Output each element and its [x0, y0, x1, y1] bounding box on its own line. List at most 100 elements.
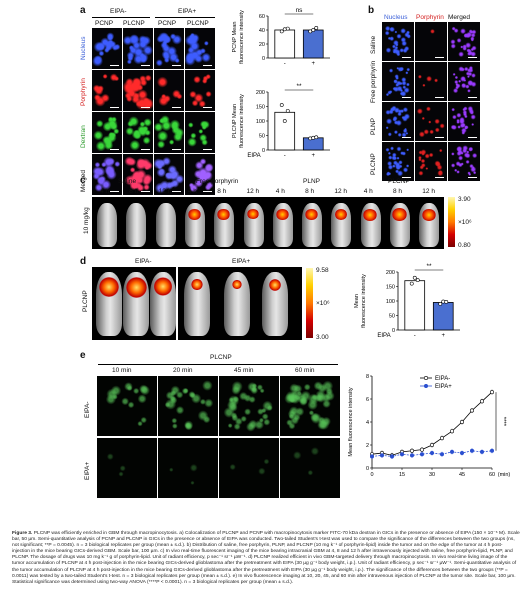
data-point: [441, 299, 446, 304]
bar: [274, 29, 296, 59]
tumor-signal: [232, 279, 242, 290]
data-point: [438, 302, 443, 306]
scale-bar: [468, 97, 477, 98]
panel-e-title: PLCNP: [210, 354, 232, 361]
y-tick-label: 200: [386, 270, 395, 276]
micrograph-cell: [92, 28, 122, 69]
micrograph-cell: [185, 112, 215, 153]
data-point: [311, 135, 316, 140]
panel-c-colorbar-unit: ×10⁶: [458, 219, 472, 226]
scale-bar: [435, 57, 444, 58]
x-tick-label: 45: [459, 472, 465, 478]
data-point: [282, 119, 287, 123]
panel-c-letter: c: [80, 175, 86, 186]
data-point: [430, 443, 435, 448]
micrograph-cell: [448, 142, 480, 181]
panel-e-time-label: 10 min: [112, 367, 132, 374]
y-tick-label: 60: [259, 14, 265, 20]
micrograph-cell: [123, 28, 153, 69]
panel-e-time-label: 45 min: [234, 367, 254, 374]
data-point: [285, 26, 290, 31]
tumor-signal: [363, 208, 378, 221]
micrograph-cell: [415, 102, 447, 141]
data-point: [420, 447, 425, 452]
scale-bar: [435, 177, 444, 178]
micrograph-cell: [97, 376, 157, 436]
data-point: [470, 408, 475, 413]
data-point: [440, 452, 445, 457]
micrograph-cell: [92, 112, 122, 153]
bar: [302, 29, 324, 59]
scale-bar: [402, 177, 411, 178]
scale-bar: [402, 97, 411, 98]
micrograph-cell: [185, 28, 215, 69]
micrograph-cell: [158, 438, 218, 498]
panel-c-colorbar-max: 3.90: [458, 196, 471, 203]
y-axis-label: fluorescence intensity: [239, 94, 245, 148]
data-point: [415, 278, 420, 283]
scale-bar: [110, 149, 119, 150]
panel-c-time-label: 4 h: [363, 188, 373, 195]
y-tick-label: 40: [259, 28, 265, 34]
tumor-signal: [217, 209, 230, 220]
data-point: [279, 29, 284, 34]
y-tick-label: 0: [366, 466, 369, 472]
data-point: [389, 454, 394, 459]
legend-marker: [424, 376, 429, 381]
data-point: [369, 454, 374, 459]
data-point: [430, 451, 435, 456]
y-tick-label: 0: [262, 56, 265, 62]
panel-a-col-label: PCNP: [158, 20, 177, 27]
y-axis-label: Mean: [354, 294, 360, 308]
micrograph-cell: [448, 62, 480, 101]
bar: [432, 302, 454, 331]
scale-bar: [435, 137, 444, 138]
micrograph-cell: [415, 62, 447, 101]
data-point: [440, 436, 445, 441]
micrograph-cell: [219, 376, 279, 436]
panel-d-group-minus: EIPA-: [135, 258, 152, 265]
panel-a-row-label: Porphyrin: [80, 78, 87, 106]
micrograph-cell: [123, 70, 153, 111]
y-tick-label: 4: [366, 420, 369, 426]
significance-label: ns: [296, 7, 304, 14]
panel-a-col-label: PLCNP: [123, 20, 145, 27]
scale-bar: [203, 191, 212, 192]
scale-bar: [172, 65, 181, 66]
panel-a-col-label: PLCNP: [187, 20, 209, 27]
data-point: [490, 448, 495, 453]
data-point: [314, 135, 319, 140]
panel-a-group-eipa-minus: EIPA-: [110, 8, 127, 15]
y-tick-label: 50: [259, 134, 265, 140]
data-point: [480, 449, 485, 454]
y-tick-label: 100: [386, 299, 395, 305]
y-tick-label: 0: [392, 328, 395, 334]
scale-bar: [435, 97, 444, 98]
x-tick-label: -: [414, 333, 416, 339]
x-axis-label: EIPA: [377, 333, 390, 339]
panel-c-group: Saline: [118, 178, 137, 185]
data-point: [308, 29, 313, 34]
scale-bar: [468, 177, 477, 178]
y-axis-label: Mean fluorescence intensity: [348, 387, 354, 457]
data-point: [410, 453, 415, 458]
tumor-signal: [275, 208, 289, 221]
data-point: [460, 419, 465, 424]
panel-c-group: PLCNP: [388, 178, 410, 185]
data-point: [450, 429, 455, 434]
scale-bar: [172, 191, 181, 192]
data-point: [480, 399, 485, 404]
scale-bar: [172, 149, 181, 150]
tumor-signal: [153, 277, 173, 296]
significance-label: ****: [500, 417, 506, 427]
scale-bar: [172, 107, 181, 108]
data-point: [399, 452, 404, 457]
scale-bar: [468, 137, 477, 138]
panel-e-time-label: 60 min: [295, 367, 315, 374]
panel-d-chart: 0 50 100 150 200 - + ** Mean fluorescence intensi…: [354, 263, 460, 339]
micrograph-cell: [185, 154, 215, 195]
panel-e-row-label: EIPA-: [84, 401, 91, 419]
micrograph-cell: [123, 154, 153, 195]
panel-e-chart: 0 2 4 6 8 0 15 30 45 60 (min) Mean fluorescence int…: [348, 374, 510, 478]
panel-d-colorbar-unit: ×10⁶: [316, 300, 330, 307]
